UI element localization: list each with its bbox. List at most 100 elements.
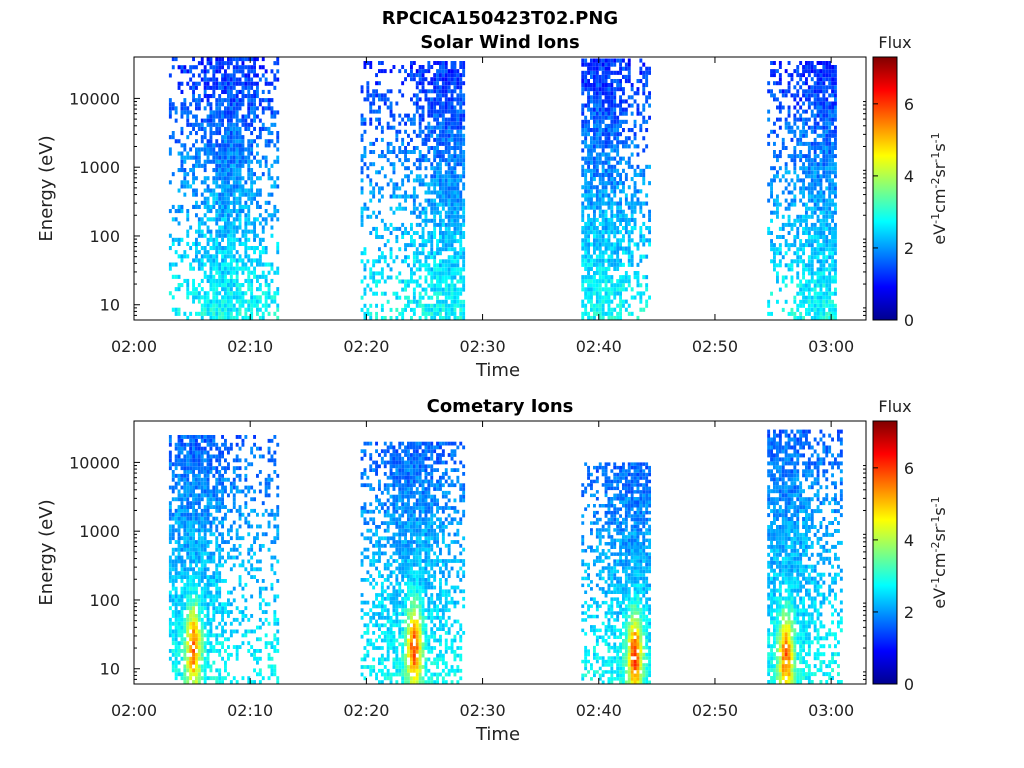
spectrogram-cell xyxy=(398,186,402,191)
spectrogram-cell xyxy=(168,528,172,533)
spectrogram-cell xyxy=(224,291,227,296)
spectrogram-cell xyxy=(189,512,193,517)
spectrogram-cell xyxy=(648,295,651,300)
spectrogram-cell xyxy=(430,89,434,94)
spectrogram-cell xyxy=(444,186,448,191)
spectrogram-cell xyxy=(273,209,277,214)
spectrogram-cell xyxy=(813,182,817,187)
spectrogram-cell xyxy=(601,70,605,75)
spectrogram-cell xyxy=(601,217,605,222)
spectrogram-cell xyxy=(590,172,593,177)
spectrogram-cell xyxy=(834,251,837,256)
spectrogram-cell xyxy=(619,205,622,210)
spectrogram-cell xyxy=(630,295,634,300)
spectrogram-cell xyxy=(813,202,817,207)
spectrogram-cell xyxy=(450,158,454,163)
spectrogram-cell xyxy=(590,197,593,202)
spectrogram-cell xyxy=(386,146,390,150)
spectrogram-cell xyxy=(584,291,588,296)
spectrogram-cell xyxy=(192,649,195,653)
spectrogram-cell xyxy=(401,235,405,239)
spectrogram-cell xyxy=(805,174,808,179)
spectrogram-cell xyxy=(619,119,622,124)
spectrogram-cell xyxy=(183,559,187,564)
spectrogram-cell xyxy=(630,230,634,235)
spectrogram-cell xyxy=(174,617,178,622)
spectrogram-cell xyxy=(421,235,425,239)
spectrogram-cell xyxy=(232,135,236,140)
spectrogram-cell xyxy=(174,660,178,665)
spectrogram-cell xyxy=(807,105,811,110)
spectrogram-cell xyxy=(776,299,779,304)
spectrogram-cell xyxy=(604,156,608,161)
spectrogram-cell xyxy=(613,156,617,161)
spectrogram-cell xyxy=(802,81,805,86)
spectrogram-cell xyxy=(593,140,596,145)
spectrogram-cell xyxy=(619,315,622,320)
spectrogram-cell xyxy=(232,69,236,74)
spectrogram-cell xyxy=(802,93,805,98)
spectrogram-cell xyxy=(444,235,448,239)
spectrogram-cell xyxy=(270,69,274,74)
spectrogram-cell xyxy=(633,221,637,226)
spectrogram-cell xyxy=(378,235,381,239)
spectrogram-cell xyxy=(598,136,602,141)
spectrogram-cell xyxy=(616,205,620,210)
spectrogram-cell xyxy=(218,303,222,308)
spectrogram-cell xyxy=(261,217,265,222)
spectrogram-cell xyxy=(209,266,213,271)
spectrogram-cell xyxy=(624,111,628,116)
spectrogram-cell xyxy=(235,270,239,275)
spectrogram-cell xyxy=(404,194,407,199)
spectrogram-cell xyxy=(386,275,390,280)
spectrogram-cell xyxy=(787,81,791,86)
spectrogram-cell xyxy=(450,243,454,248)
spectrogram-cell xyxy=(430,182,434,187)
spectrogram-cell xyxy=(456,73,460,78)
spectrogram-cell xyxy=(590,107,593,112)
spectrogram-cell xyxy=(372,291,376,296)
spectrogram-cell xyxy=(171,637,175,642)
spectrogram-cell xyxy=(444,69,448,74)
spectrogram-cell xyxy=(195,192,198,197)
spectrogram-cell xyxy=(642,119,646,124)
spectrogram-cell xyxy=(218,114,222,119)
spectrogram-cell xyxy=(462,251,466,256)
spectrogram-cell xyxy=(168,649,172,653)
spectrogram-cell xyxy=(180,209,184,214)
spectrogram-cell xyxy=(183,621,187,626)
spectrogram-cell xyxy=(450,275,454,280)
spectrogram-cell xyxy=(430,77,434,82)
spectrogram-cell xyxy=(807,97,811,102)
spectrogram-cell xyxy=(433,117,437,122)
spectrogram-cell xyxy=(189,458,193,463)
spectrogram-cell xyxy=(186,497,190,502)
spectrogram-cell xyxy=(183,664,187,669)
spectrogram-cell xyxy=(221,254,224,259)
spectrogram-cell xyxy=(825,214,829,219)
spectrogram-cell xyxy=(639,123,643,128)
spectrogram-cell xyxy=(453,291,457,296)
spectrogram-cell xyxy=(610,123,614,128)
spectrogram-cell xyxy=(424,174,428,179)
spectrogram-cell xyxy=(610,115,614,120)
spectrogram-cell xyxy=(802,214,805,219)
spectrogram-cell xyxy=(819,109,823,114)
spectrogram-cell xyxy=(186,470,190,474)
spectrogram-cell xyxy=(180,485,184,490)
spectrogram-cell xyxy=(241,192,245,197)
spectrogram-cell xyxy=(186,450,190,455)
spectrogram-cell xyxy=(784,299,788,304)
spectrogram-cell xyxy=(177,629,181,634)
spectrogram-cell xyxy=(168,151,172,156)
spectrogram-cell xyxy=(224,163,227,168)
spectrogram-cell xyxy=(610,119,614,124)
spectrogram-cell xyxy=(828,121,832,126)
spectrogram-cell xyxy=(235,295,239,300)
spectrogram-cell xyxy=(197,229,201,234)
spectrogram-cell xyxy=(256,258,259,263)
spectrogram-cell xyxy=(412,93,416,98)
spectrogram-cell xyxy=(584,234,588,239)
spectrogram-cell xyxy=(197,106,201,111)
spectrogram-cell xyxy=(450,81,454,86)
